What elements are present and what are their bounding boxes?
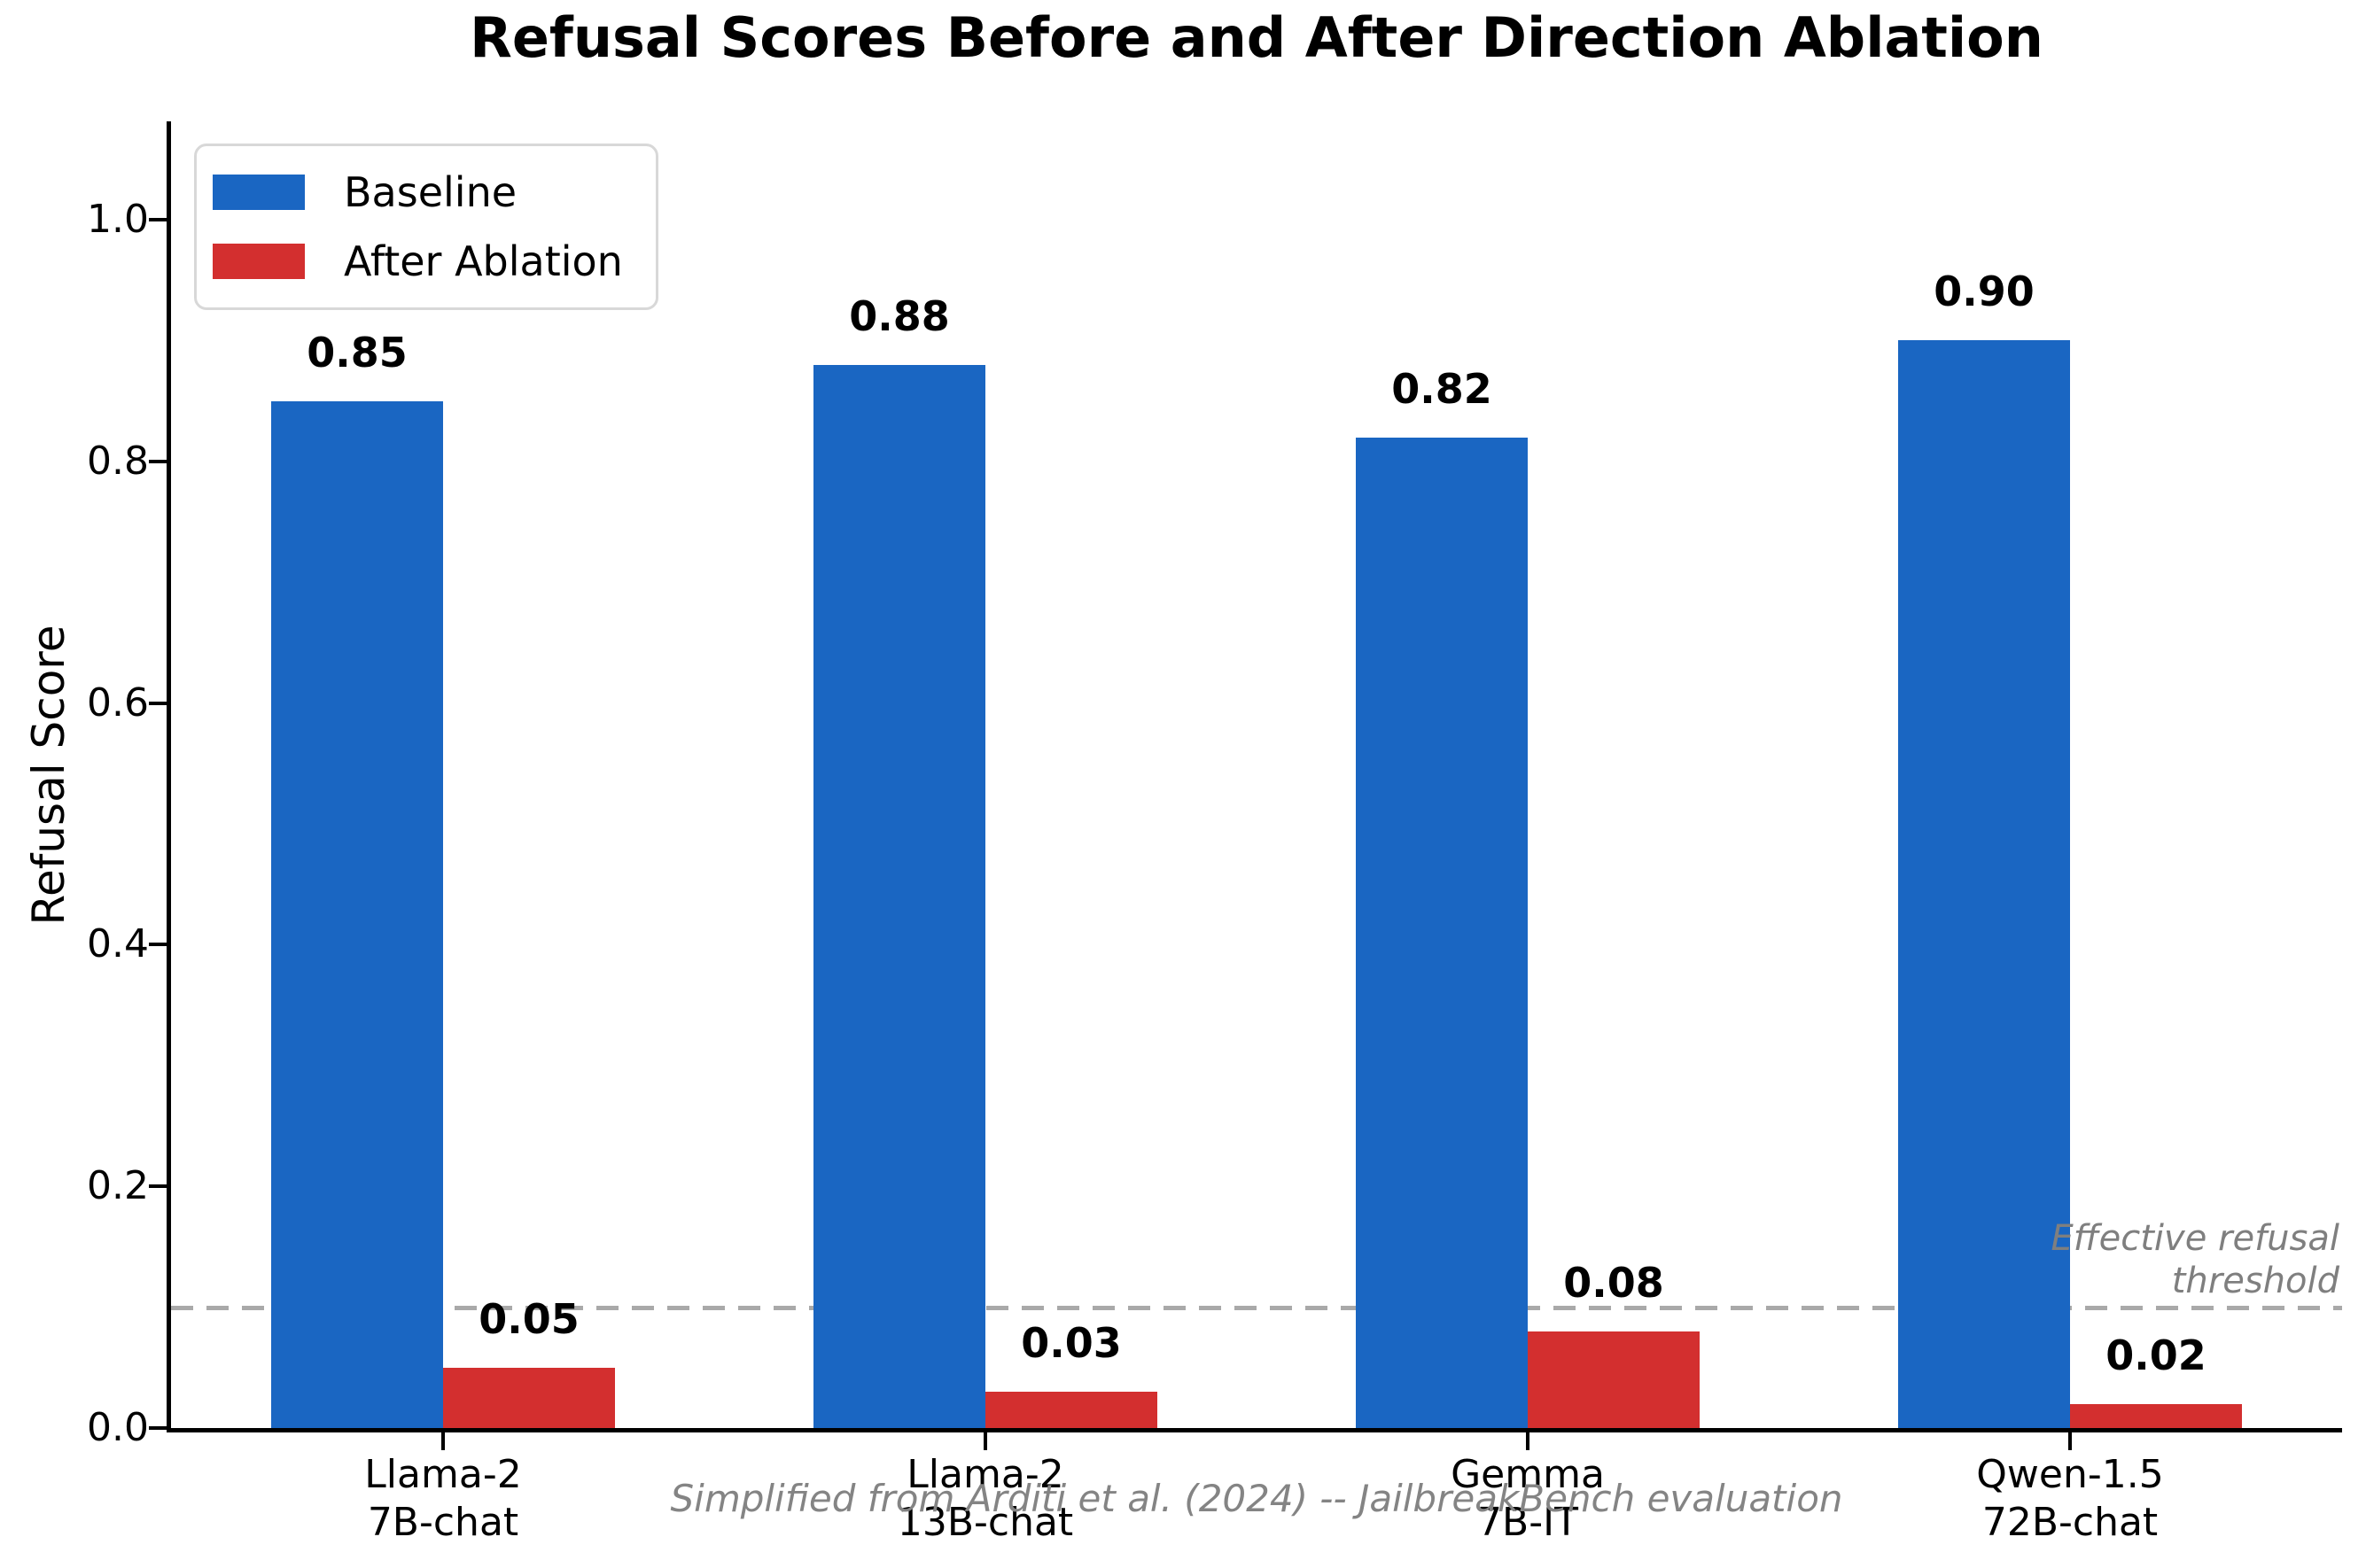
x-tick-label-line1: Qwen-1.5 <box>1976 1452 2164 1497</box>
threshold-line <box>171 1305 2342 1310</box>
x-tick-label-line2: 13B-chat <box>897 1500 1074 1545</box>
y-tick-label: 1.0 <box>87 197 149 242</box>
ablation-bar-3 <box>1528 1331 1700 1428</box>
x-tick-mark <box>2068 1432 2072 1450</box>
x-tick-label-line1: Gemma <box>1451 1452 1605 1497</box>
x-tick-label-line2: 7B-IT <box>1477 1500 1578 1545</box>
x-tick-label-4: Qwen-1.5 72B-chat <box>1976 1451 2163 1547</box>
x-tick-label-line2: 7B-chat <box>367 1500 519 1545</box>
y-tick-mark <box>149 459 167 463</box>
legend: Baseline After Ablation <box>194 144 658 310</box>
x-tick-label-1: Llama-2 7B-chat <box>364 1451 521 1547</box>
ablation-bar-1 <box>443 1368 615 1428</box>
y-tick-mark <box>149 218 167 221</box>
baseline-bar-3 <box>1356 438 1528 1428</box>
x-tick-mark <box>1526 1432 1529 1450</box>
source-caption: Simplified from Arditi et al. (2024) -- … <box>670 1477 1843 1520</box>
y-tick-mark <box>149 1184 167 1189</box>
value-label-baseline-2: 0.88 <box>849 292 950 340</box>
baseline-bar-1 <box>271 401 443 1428</box>
y-tick-label: 0.4 <box>87 921 149 967</box>
baseline-bar-2 <box>813 365 985 1428</box>
y-tick-mark <box>149 701 167 705</box>
x-tick-label-line2: 72B-chat <box>1981 1500 2159 1545</box>
y-tick-mark <box>149 1426 167 1430</box>
y-tick-mark <box>149 943 167 947</box>
threshold-annotation-line2: threshold <box>2171 1261 2339 1301</box>
threshold-annotation-line1: Effective refusal <box>2051 1218 2340 1259</box>
value-label-baseline-4: 0.90 <box>1934 268 2035 315</box>
value-label-ablation-3: 0.08 <box>1563 1259 1664 1307</box>
x-tick-label-line1: Llama-2 <box>364 1452 522 1497</box>
threshold-annotation: Effective refusal threshold <box>2051 1217 2340 1302</box>
ablation-bar-2 <box>985 1392 1157 1428</box>
x-tick-label-line1: Llama-2 <box>907 1452 1064 1497</box>
y-tick-label: 0.0 <box>87 1405 149 1450</box>
legend-item-after-ablation: After Ablation <box>213 237 656 285</box>
legend-label-baseline: Baseline <box>344 167 518 216</box>
value-label-baseline-1: 0.85 <box>307 329 408 376</box>
x-tick-label-3: Gemma 7B-IT <box>1451 1451 1605 1547</box>
legend-item-baseline: Baseline <box>213 168 656 216</box>
after-ablation-swatch <box>213 244 305 280</box>
chart-title: Refusal Scores Before and After Directio… <box>470 5 2043 70</box>
baseline-bar-4 <box>1898 340 2070 1428</box>
value-label-ablation-2: 0.03 <box>1021 1319 1122 1367</box>
y-axis-spine <box>167 121 171 1432</box>
ablation-bar-4 <box>2070 1404 2242 1428</box>
y-tick-label: 0.2 <box>87 1163 149 1209</box>
value-label-baseline-3: 0.82 <box>1391 365 1492 413</box>
y-tick-label: 0.8 <box>87 438 149 484</box>
value-label-ablation-4: 0.02 <box>2105 1331 2206 1379</box>
y-tick-label: 0.6 <box>87 679 149 726</box>
x-axis-spine <box>167 1428 2342 1432</box>
value-label-ablation-1: 0.05 <box>479 1295 580 1343</box>
x-tick-mark <box>984 1432 987 1450</box>
x-tick-label-2: Llama-2 13B-chat <box>898 1451 1073 1547</box>
legend-label-after-ablation: After Ablation <box>344 237 623 286</box>
x-tick-mark <box>441 1432 445 1450</box>
baseline-swatch <box>213 174 305 210</box>
